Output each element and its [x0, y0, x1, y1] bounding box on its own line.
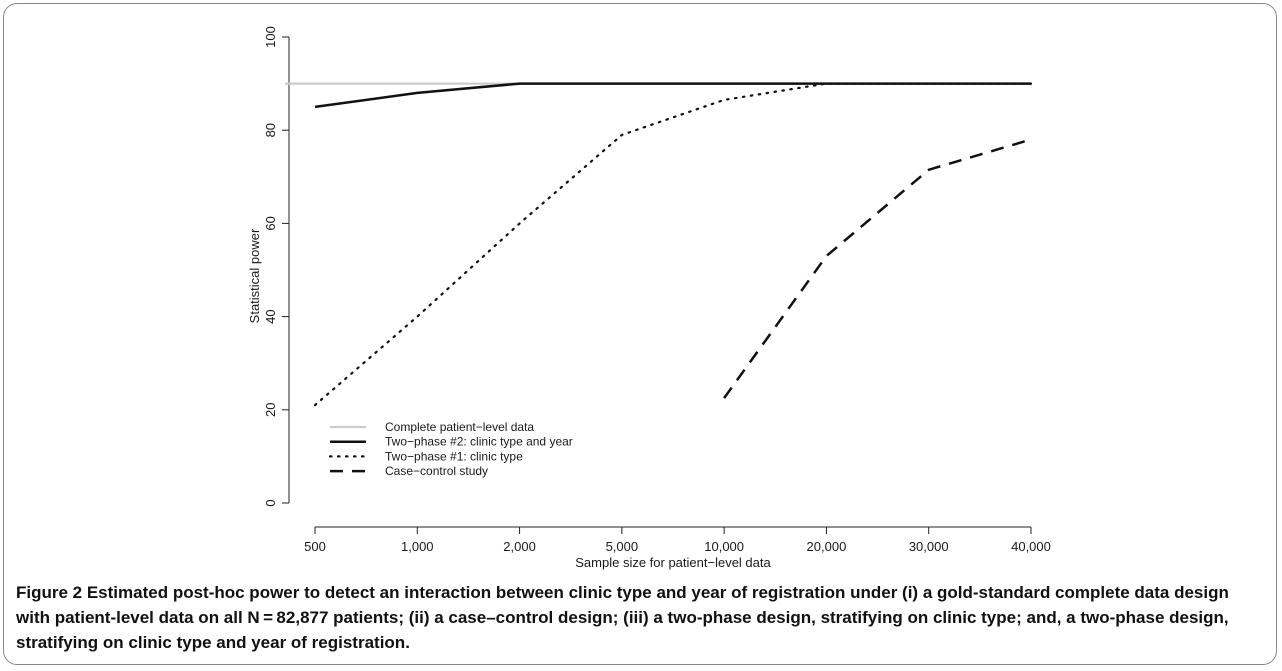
x-axis-label: Sample size for patient−level data	[575, 555, 771, 570]
y-axis-label: Statistical power	[247, 228, 262, 323]
x-tick-label: 30,000	[909, 539, 949, 554]
series-line	[314, 82, 1031, 109]
x-axis: 500 1,000 2,000 5,000 10,000 20,000 30,000 40,0…	[304, 526, 1051, 554]
series-line	[723, 138, 1032, 399]
figure-frame	[3, 3, 1277, 665]
series-lines	[285, 82, 1033, 407]
x-tick-label: 500	[304, 539, 326, 554]
y-axis: 0 20 40 60 80 100	[263, 26, 290, 507]
series-line	[313, 82, 1033, 407]
x-tick-label: 5,000	[606, 539, 639, 554]
legend-label: Two−phase #2: clinic type and year	[385, 435, 573, 449]
y-tick-label: 100	[263, 26, 278, 48]
line-chart: 0 20 40 60 80 100 500 1,000 2,000 5,000 10,000 20,…	[247, 26, 1051, 570]
x-tick-label: 1,000	[401, 539, 434, 554]
x-tick-label: 20,000	[807, 539, 847, 554]
y-tick-label: 20	[263, 403, 278, 417]
caption-text: Estimated post-hoc power to detect an in…	[16, 583, 1229, 652]
y-tick-label: 80	[263, 123, 278, 137]
y-tick-label: 40	[263, 309, 278, 323]
caption-label: Figure 2	[16, 583, 83, 602]
x-tick-label: 2,000	[503, 539, 536, 554]
y-tick-label: 0	[263, 499, 278, 506]
x-tick-label: 10,000	[704, 539, 744, 554]
x-tick-label: 40,000	[1011, 539, 1051, 554]
y-tick-label: 60	[263, 216, 278, 230]
legend-label: Two−phase #1: clinic type	[385, 449, 523, 463]
legend-label: Case−control study	[385, 464, 488, 478]
figure-caption: Figure 2 Estimated post-hoc power to det…	[16, 580, 1261, 655]
legend-label: Complete patient−level data	[385, 420, 534, 434]
